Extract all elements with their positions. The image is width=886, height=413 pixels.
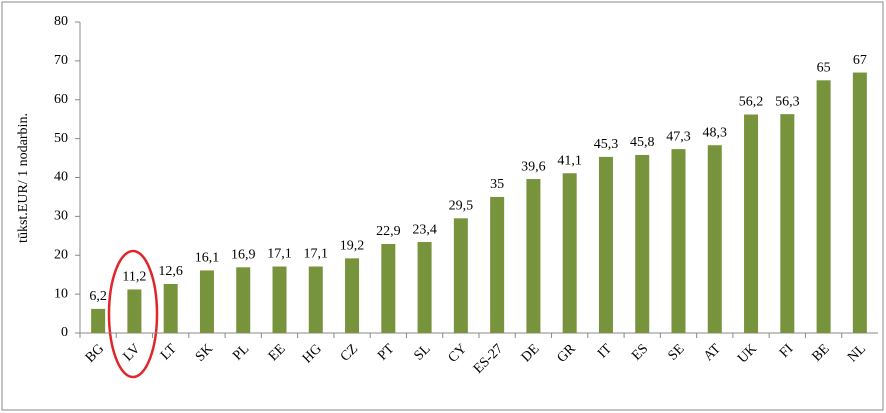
bar [562, 173, 577, 333]
data-label: 45,8 [630, 135, 655, 150]
bar [816, 80, 831, 333]
bar [381, 243, 396, 333]
bar [707, 145, 722, 333]
bar [163, 284, 178, 333]
data-label: 17,1 [267, 247, 292, 262]
bar [526, 179, 541, 333]
bar [236, 267, 251, 333]
data-label: 48,3 [703, 125, 728, 140]
data-label: 17,1 [304, 247, 329, 262]
y-tick-label: 10 [54, 286, 68, 301]
y-tick-label: 20 [54, 247, 68, 262]
bar [345, 258, 360, 333]
data-label: 29,5 [449, 199, 474, 214]
data-label: 35 [490, 177, 504, 192]
data-label: 67 [853, 53, 867, 68]
data-label: 6,2 [89, 289, 107, 304]
data-label: 23,4 [412, 222, 437, 237]
bar [127, 289, 142, 333]
bar [635, 154, 650, 333]
data-label: 56,2 [739, 95, 764, 110]
y-tick-label: 80 [54, 14, 68, 29]
data-label: 47,3 [666, 129, 691, 144]
data-label: 11,2 [122, 270, 146, 285]
data-label: 39,6 [521, 159, 546, 174]
bar [453, 218, 468, 333]
highlight-ellipse [107, 249, 159, 379]
bar [598, 156, 613, 333]
bar [744, 114, 759, 334]
data-label: 16,9 [231, 248, 256, 263]
data-label: 65 [817, 61, 831, 76]
bar [490, 196, 505, 333]
bar [308, 266, 323, 333]
data-label: 12,6 [158, 264, 183, 279]
y-tick-label: 70 [54, 53, 68, 68]
bar [780, 114, 795, 333]
bar [852, 72, 867, 333]
data-label: 45,3 [594, 137, 619, 152]
y-tick-label: 0 [61, 325, 68, 340]
data-label: 41,1 [557, 153, 582, 168]
y-tick-label: 50 [54, 131, 68, 146]
y-axis-label: tūkst.EUR/ 1 nodarbin. [16, 113, 31, 243]
data-label: 56,3 [775, 94, 800, 109]
bar [91, 308, 106, 333]
bar [199, 270, 214, 333]
bar [417, 242, 432, 333]
y-tick-label: 30 [54, 209, 68, 224]
y-tick-label: 40 [54, 170, 68, 185]
bar [272, 266, 287, 333]
data-label: 22,9 [376, 224, 401, 239]
bar [671, 149, 686, 333]
y-tick-label: 60 [54, 92, 68, 107]
data-label: 16,1 [195, 251, 220, 266]
data-label: 19,2 [340, 239, 365, 254]
